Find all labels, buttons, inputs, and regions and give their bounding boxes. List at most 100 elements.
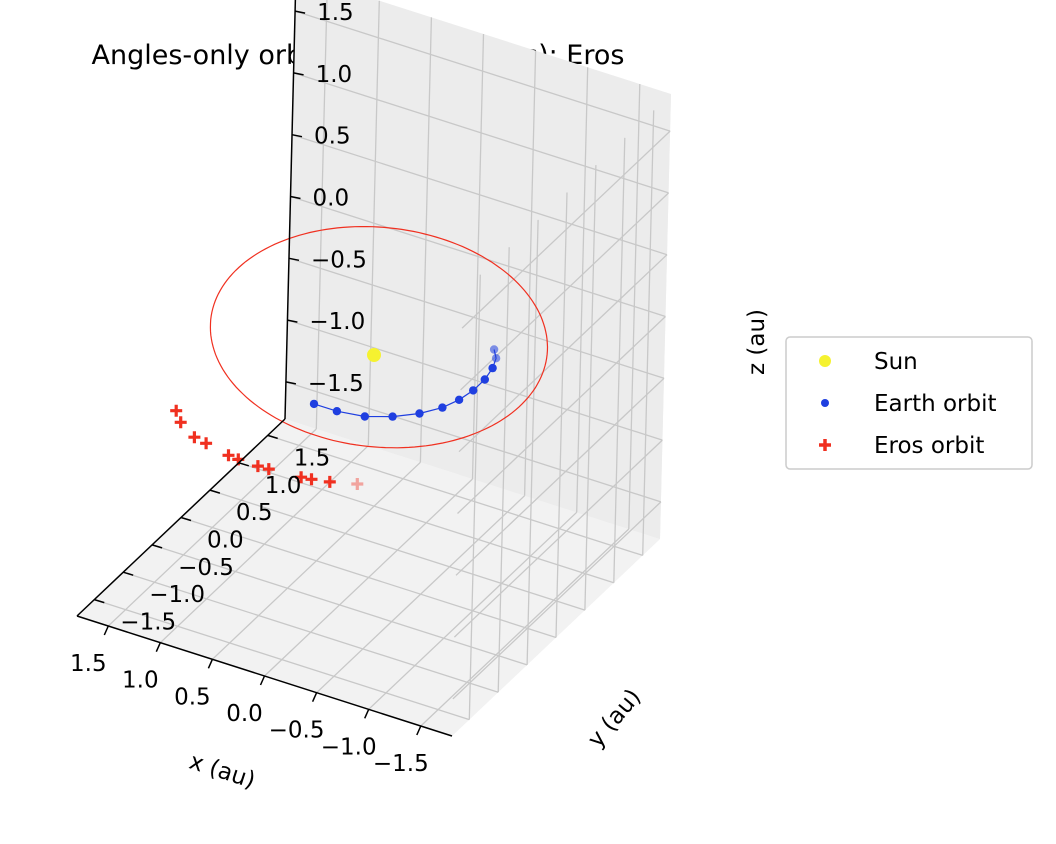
gridline <box>293 72 669 194</box>
gridline <box>457 316 666 514</box>
z-tick <box>290 195 301 200</box>
z-axis-label: z (au) <box>744 309 770 375</box>
y-tick <box>94 598 105 604</box>
gridline <box>419 17 433 463</box>
z-tick <box>285 381 297 385</box>
z-tick-label: 0.5 <box>314 124 351 150</box>
z-tick-label: 1.5 <box>317 0 354 26</box>
z-tick <box>288 257 300 262</box>
y-tick <box>122 571 134 576</box>
z-tick <box>291 133 303 138</box>
y-tick-label: 0.5 <box>236 500 273 526</box>
gridline <box>267 434 643 557</box>
x-tick-label: 1.5 <box>70 651 107 677</box>
gridline <box>159 445 369 644</box>
gridline <box>458 254 668 453</box>
x-tick <box>207 658 214 669</box>
eros-point <box>295 471 308 484</box>
sun-point <box>367 348 381 362</box>
y-tick-label: −0.5 <box>178 555 234 581</box>
x-tick <box>259 675 266 686</box>
legend-eros-marker <box>819 439 831 451</box>
eros-point <box>200 437 213 450</box>
z-tick <box>287 319 298 323</box>
eros-point <box>222 449 235 462</box>
legend-item-sun: Sun <box>819 349 918 375</box>
gridline <box>461 130 671 329</box>
gridline <box>290 195 666 318</box>
eros-point <box>188 431 201 444</box>
gridline <box>180 516 557 639</box>
earth-point <box>388 412 397 421</box>
gridline <box>642 110 655 556</box>
y-tick <box>238 462 250 467</box>
x-tick <box>311 692 318 703</box>
x-tick-label: 0.0 <box>226 701 263 727</box>
x-tick-label: −0.5 <box>269 718 325 744</box>
legend-sun-label: Sun <box>874 349 918 375</box>
legend-earth-marker <box>821 399 829 407</box>
gridline <box>613 137 626 583</box>
earth-point <box>480 375 489 384</box>
earth-point <box>415 409 424 418</box>
y-tick <box>151 544 163 549</box>
legend: Sun Earth orbit Eros orbit <box>785 336 1033 470</box>
eros-point <box>323 475 336 488</box>
eros-point <box>174 416 187 429</box>
x-tick <box>103 625 109 636</box>
gridline <box>291 134 668 256</box>
y-tick-label: 0.0 <box>207 528 244 554</box>
earth-point <box>332 407 342 416</box>
earth-point <box>491 354 501 363</box>
axes-ticks: −1.5−1.5−1.5−1.0−1.0−1.0−0.5−0.5−0.50.00… <box>70 0 453 777</box>
z-tick <box>293 72 304 76</box>
earth-point <box>489 345 499 354</box>
x-tick-label: −1.5 <box>373 751 429 777</box>
legend-sun-marker <box>819 355 831 367</box>
gridline <box>294 10 671 132</box>
z-tick-label: −1.0 <box>309 309 365 335</box>
legend-item-eros: Eros orbit <box>819 433 984 459</box>
y-tick <box>267 434 278 440</box>
eros-orbit-path <box>209 226 549 449</box>
gridline <box>584 165 597 611</box>
gridline <box>209 489 586 611</box>
eros-point <box>170 404 183 417</box>
eros-point <box>351 478 364 490</box>
y-tick <box>180 516 192 522</box>
y-axis-label: y (au) <box>583 684 646 752</box>
eros-point <box>305 473 318 486</box>
y-tick-label: 1.0 <box>265 473 302 499</box>
x-tick <box>155 642 161 653</box>
earth-point <box>454 395 464 404</box>
y-tick-label: −1.0 <box>149 582 205 608</box>
x-axis-label: x (au) <box>186 749 258 795</box>
axes-grid <box>94 0 671 727</box>
earth-point <box>438 403 447 412</box>
z-tick-label: 1.0 <box>316 62 353 88</box>
gridline <box>315 0 328 430</box>
x-tick-label: 0.5 <box>174 684 211 710</box>
plot-area <box>170 226 549 490</box>
x-tick <box>416 725 422 736</box>
earth-point <box>488 363 497 373</box>
gridline <box>367 0 380 446</box>
legend-earth-label: Earth orbit <box>874 391 997 417</box>
x-tick <box>364 708 370 719</box>
earth-point <box>360 412 369 421</box>
x-tick-label: 1.0 <box>122 668 159 694</box>
z-tick-label: 0.0 <box>313 186 350 212</box>
x-tick-label: −1.0 <box>321 734 377 760</box>
z-tick-label: −1.5 <box>308 371 364 397</box>
y-tick <box>209 489 221 494</box>
eros-point <box>251 460 264 473</box>
legend-item-earth: Earth orbit <box>821 391 997 417</box>
z-tick <box>294 10 306 14</box>
y-tick-label: 1.5 <box>294 445 331 471</box>
eros-point <box>262 463 275 476</box>
legend-eros-label: Eros orbit <box>874 433 984 459</box>
legend-frame <box>785 336 1033 470</box>
earth-point <box>469 386 478 395</box>
earth-point <box>309 399 319 409</box>
